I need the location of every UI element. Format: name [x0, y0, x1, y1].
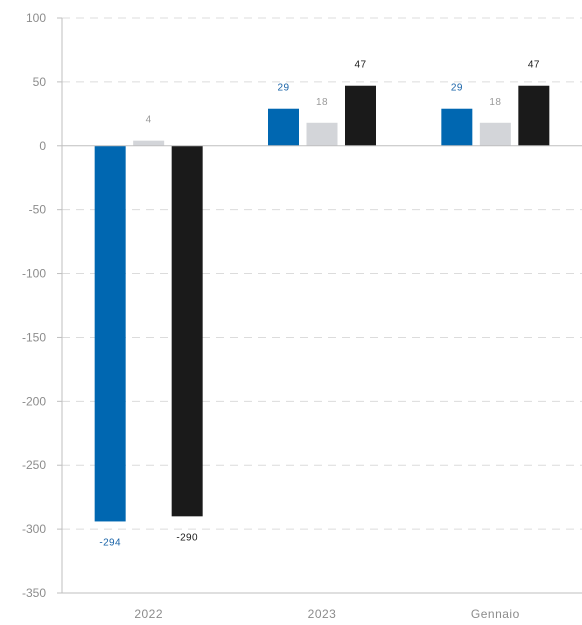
y-axis: 100 50 0 -50 -100 -150 -200 -250 -300 -350 [22, 11, 63, 600]
data-label: 18 [489, 97, 501, 108]
bar [518, 85, 550, 146]
bar [171, 145, 203, 517]
bar [133, 140, 165, 146]
data-label: 18 [316, 97, 328, 108]
data-label: 47 [355, 60, 367, 71]
grid-lines [62, 17, 582, 530]
y-tick-label: -300 [22, 522, 46, 536]
y-tick-label: 0 [39, 139, 46, 153]
y-tick-label: -150 [22, 330, 46, 344]
data-label: 4 [146, 115, 152, 126]
bar [94, 145, 126, 522]
data-label: 29 [278, 83, 290, 94]
y-tick-label: -50 [29, 203, 47, 217]
x-axis: 2022 2023 Gennaio [62, 145, 582, 621]
y-tick-label: -200 [22, 394, 46, 408]
y-tick-label: 50 [33, 75, 47, 89]
y-tick-label: -250 [22, 458, 46, 472]
data-label: -294 [99, 537, 121, 548]
x-category-label: Gennaio [471, 607, 520, 621]
data-label: 29 [451, 83, 463, 94]
y-tick-label: -350 [22, 586, 46, 600]
y-tick-label: -100 [22, 267, 46, 281]
x-category-label: 2023 [308, 607, 337, 621]
bar [441, 108, 473, 146]
bar [479, 122, 511, 146]
y-tick-label: 100 [26, 11, 46, 25]
bars [94, 85, 550, 522]
bar [345, 85, 376, 146]
x-category-label: 2022 [134, 607, 163, 621]
bar [268, 108, 299, 146]
data-labels: -294 4 -290 29 18 47 29 18 47 [99, 60, 539, 549]
data-label: 47 [528, 60, 540, 71]
bar [306, 122, 338, 146]
data-label: -290 [176, 532, 198, 543]
